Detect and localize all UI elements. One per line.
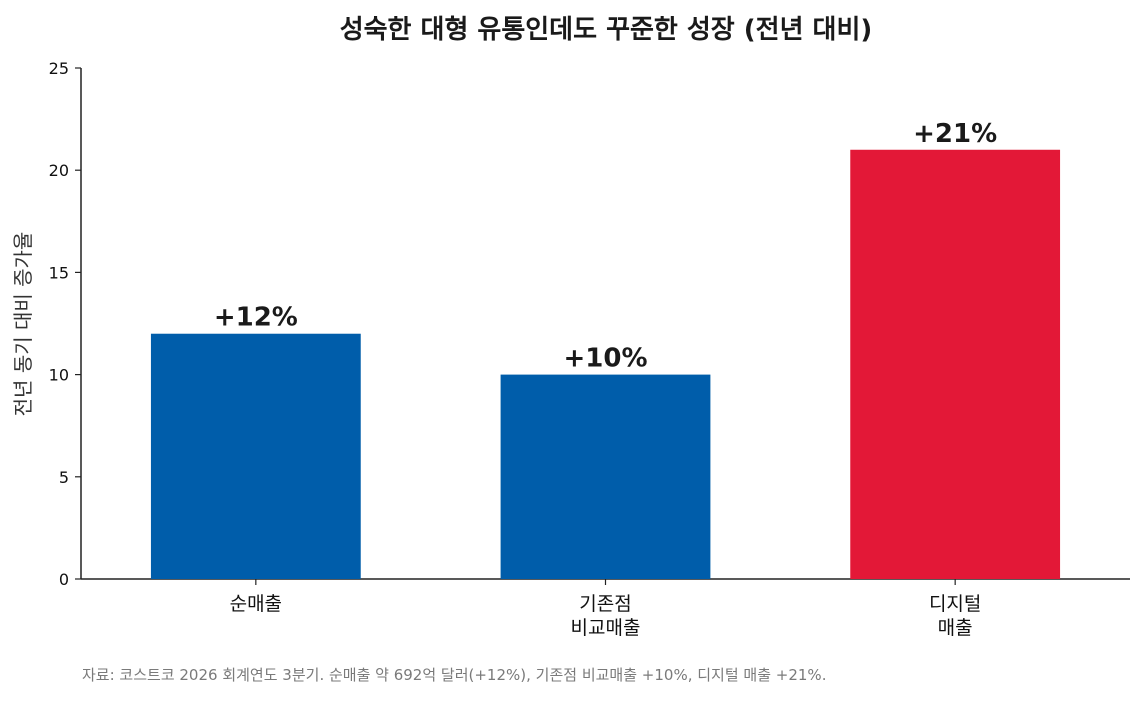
x-tick-label: 디지털: [929, 593, 981, 615]
y-tick-label: 5: [59, 468, 69, 487]
y-tick-label: 10: [49, 366, 69, 385]
bar: [850, 149, 1061, 579]
data-label: +12%: [214, 303, 298, 333]
x-tick-label: 매출: [938, 617, 973, 639]
y-tick-label: 25: [49, 59, 69, 78]
x-tick-label: 기존점: [579, 593, 631, 615]
x-tick-label: 순매출: [230, 593, 282, 615]
data-label: +21%: [913, 119, 997, 149]
bar: [500, 374, 711, 579]
y-axis-label: 전년 동기 대비 증가율: [11, 232, 35, 417]
bar: [150, 333, 361, 579]
y-tick-label: 15: [49, 263, 69, 282]
source-note: 자료: 코스트코 2026 회계연도 3분기. 순매출 약 692억 달러(+1…: [82, 666, 827, 684]
y-tick-label: 0: [59, 570, 69, 589]
chart-title: 성숙한 대형 유통인데도 꾸준한 성장 (전년 대비): [340, 15, 873, 45]
y-tick-label: 20: [49, 161, 69, 180]
x-tick-label: 비교매출: [571, 617, 641, 639]
data-label: +10%: [563, 344, 647, 374]
